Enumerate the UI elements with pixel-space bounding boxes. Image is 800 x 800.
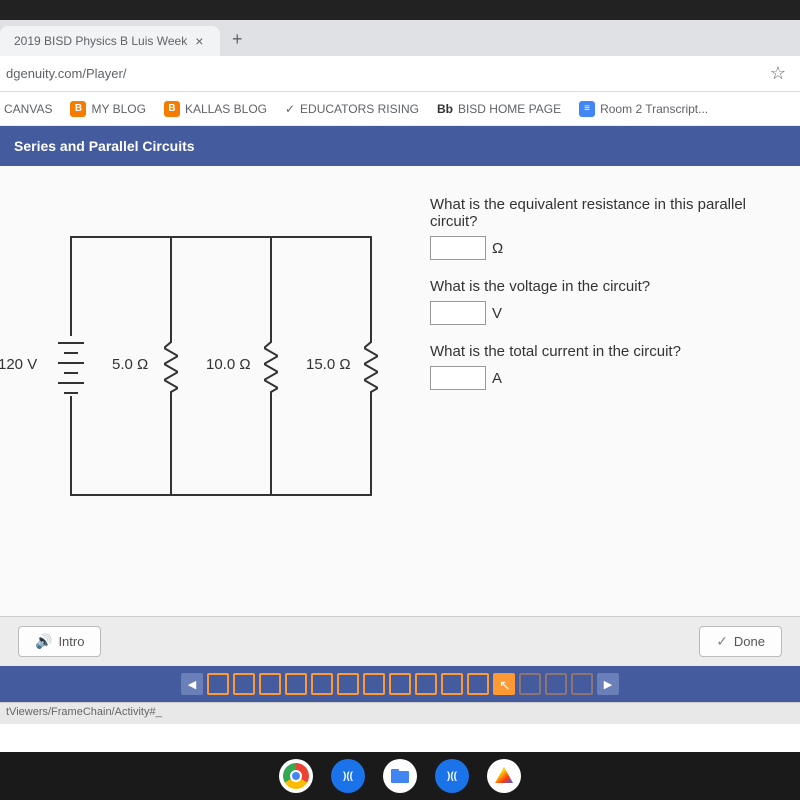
wire: [270, 396, 272, 496]
progress-step[interactable]: [467, 673, 489, 695]
play-store-icon[interactable]: [487, 759, 521, 793]
question-text: What is the equivalent resistance in thi…: [430, 196, 770, 230]
bookmark-room2[interactable]: ≡ Room 2 Transcript...: [579, 101, 708, 117]
question-2: What is the voltage in the circuit? V: [430, 278, 770, 325]
lesson-header: Series and Parallel Circuits: [0, 126, 800, 166]
blogger-icon: B: [70, 101, 86, 117]
os-taskbar: )(( )((: [0, 752, 800, 800]
progress-prev-button[interactable]: ◀: [181, 673, 203, 695]
wire: [170, 236, 172, 336]
progress-step[interactable]: [233, 673, 255, 695]
wire: [70, 396, 72, 496]
progress-step[interactable]: [571, 673, 593, 695]
doc-icon: ≡: [579, 101, 595, 117]
resistor-symbol: [364, 336, 378, 396]
progress-step[interactable]: [545, 673, 567, 695]
progress-step[interactable]: [363, 673, 385, 695]
chrome-app-icon[interactable]: [279, 759, 313, 793]
progress-step[interactable]: [259, 673, 281, 695]
progress-step[interactable]: [389, 673, 411, 695]
unit-label: Ω: [492, 240, 503, 257]
question-text: What is the voltage in the circuit?: [430, 278, 770, 295]
bookmark-bisd[interactable]: Bb BISD HOME PAGE: [437, 102, 561, 116]
bookmark-label: Room 2 Transcript...: [600, 102, 708, 116]
battery-symbol: [58, 336, 84, 396]
blogger-icon: B: [164, 101, 180, 117]
question-text: What is the total current in the circuit…: [430, 343, 770, 360]
progress-next-button[interactable]: ▶: [597, 673, 619, 695]
progress-bar: ◀ ↖ ▶: [0, 666, 800, 702]
question-3: What is the total current in the circuit…: [430, 343, 770, 390]
wire: [70, 236, 72, 336]
status-url: tViewers/FrameChain/Activity#_: [6, 706, 162, 718]
lesson-title: Series and Parallel Circuits: [14, 138, 195, 154]
educators-icon: ✓: [285, 102, 295, 116]
bookmark-label: MY BLOG: [91, 102, 145, 116]
browser-tab[interactable]: 2019 BISD Physics B Luis Week ×: [0, 26, 220, 56]
progress-step[interactable]: [311, 673, 333, 695]
progress-step[interactable]: [519, 673, 541, 695]
done-label: Done: [734, 634, 765, 649]
url-bar[interactable]: dgenuity.com/Player/ ☆: [0, 56, 800, 92]
bookmarks-bar: CANVAS B MY BLOG B KALLAS BLOG ✓ EDUCATO…: [0, 92, 800, 126]
bookmark-label: EDUCATORS RISING: [300, 102, 419, 116]
app-icon[interactable]: )((: [435, 759, 469, 793]
wire: [170, 396, 172, 496]
close-tab-icon[interactable]: ×: [195, 33, 203, 49]
wire: [70, 236, 370, 238]
app-icon[interactable]: )((: [331, 759, 365, 793]
unit-label: V: [492, 305, 502, 322]
browser-tab-bar: 2019 BISD Physics B Luis Week × +: [0, 20, 800, 56]
bookmark-myblog[interactable]: B MY BLOG: [70, 101, 145, 117]
resistor-label: 15.0 Ω: [306, 356, 351, 373]
progress-step[interactable]: [441, 673, 463, 695]
lesson-footer: 🔊 Intro ✓ Done: [0, 616, 800, 666]
blackboard-icon: Bb: [437, 102, 453, 116]
files-app-icon[interactable]: [383, 759, 417, 793]
cursor-icon: ↖: [499, 677, 511, 694]
browser-status-bar: tViewers/FrameChain/Activity#_: [0, 702, 800, 724]
bookmark-label: KALLAS BLOG: [185, 102, 267, 116]
answer-input-current[interactable]: [430, 366, 486, 390]
progress-step[interactable]: [337, 673, 359, 695]
resistor-label: 10.0 Ω: [206, 356, 251, 373]
wire: [270, 236, 272, 336]
lesson-content: 120 V 5.0 Ω 10.0 Ω 15.0 Ω What is the eq…: [0, 166, 800, 616]
intro-button[interactable]: 🔊 Intro: [18, 626, 101, 657]
wire: [370, 396, 372, 496]
check-icon: ✓: [716, 633, 728, 650]
new-tab-button[interactable]: +: [220, 23, 255, 56]
bookmark-star-icon[interactable]: ☆: [760, 63, 796, 84]
questions-panel: What is the equivalent resistance in thi…: [420, 186, 790, 596]
unit-label: A: [492, 370, 502, 387]
wire: [370, 236, 372, 336]
answer-input-voltage[interactable]: [430, 301, 486, 325]
progress-step[interactable]: [207, 673, 229, 695]
tab-title: 2019 BISD Physics B Luis Week: [14, 34, 187, 48]
voltage-label: 120 V: [0, 356, 37, 373]
bookmark-label: BISD HOME PAGE: [458, 102, 561, 116]
progress-step[interactable]: [415, 673, 437, 695]
progress-step[interactable]: [285, 673, 307, 695]
speaker-icon: 🔊: [35, 633, 52, 650]
bookmark-label: CANVAS: [4, 102, 52, 116]
bookmark-canvas[interactable]: CANVAS: [4, 102, 52, 116]
resistor-symbol: [264, 336, 278, 396]
done-button[interactable]: ✓ Done: [699, 626, 782, 657]
answer-input-resistance[interactable]: [430, 236, 486, 260]
progress-step-current[interactable]: ↖: [493, 673, 515, 695]
bookmark-kallas[interactable]: B KALLAS BLOG: [164, 101, 267, 117]
resistor-label: 5.0 Ω: [112, 356, 148, 373]
bookmark-educators[interactable]: ✓ EDUCATORS RISING: [285, 102, 419, 116]
intro-label: Intro: [58, 634, 84, 649]
resistor-symbol: [164, 336, 178, 396]
url-text: dgenuity.com/Player/: [4, 66, 760, 81]
wire: [70, 494, 370, 496]
question-1: What is the equivalent resistance in thi…: [430, 196, 770, 260]
circuit-diagram: 120 V 5.0 Ω 10.0 Ω 15.0 Ω: [10, 186, 420, 596]
